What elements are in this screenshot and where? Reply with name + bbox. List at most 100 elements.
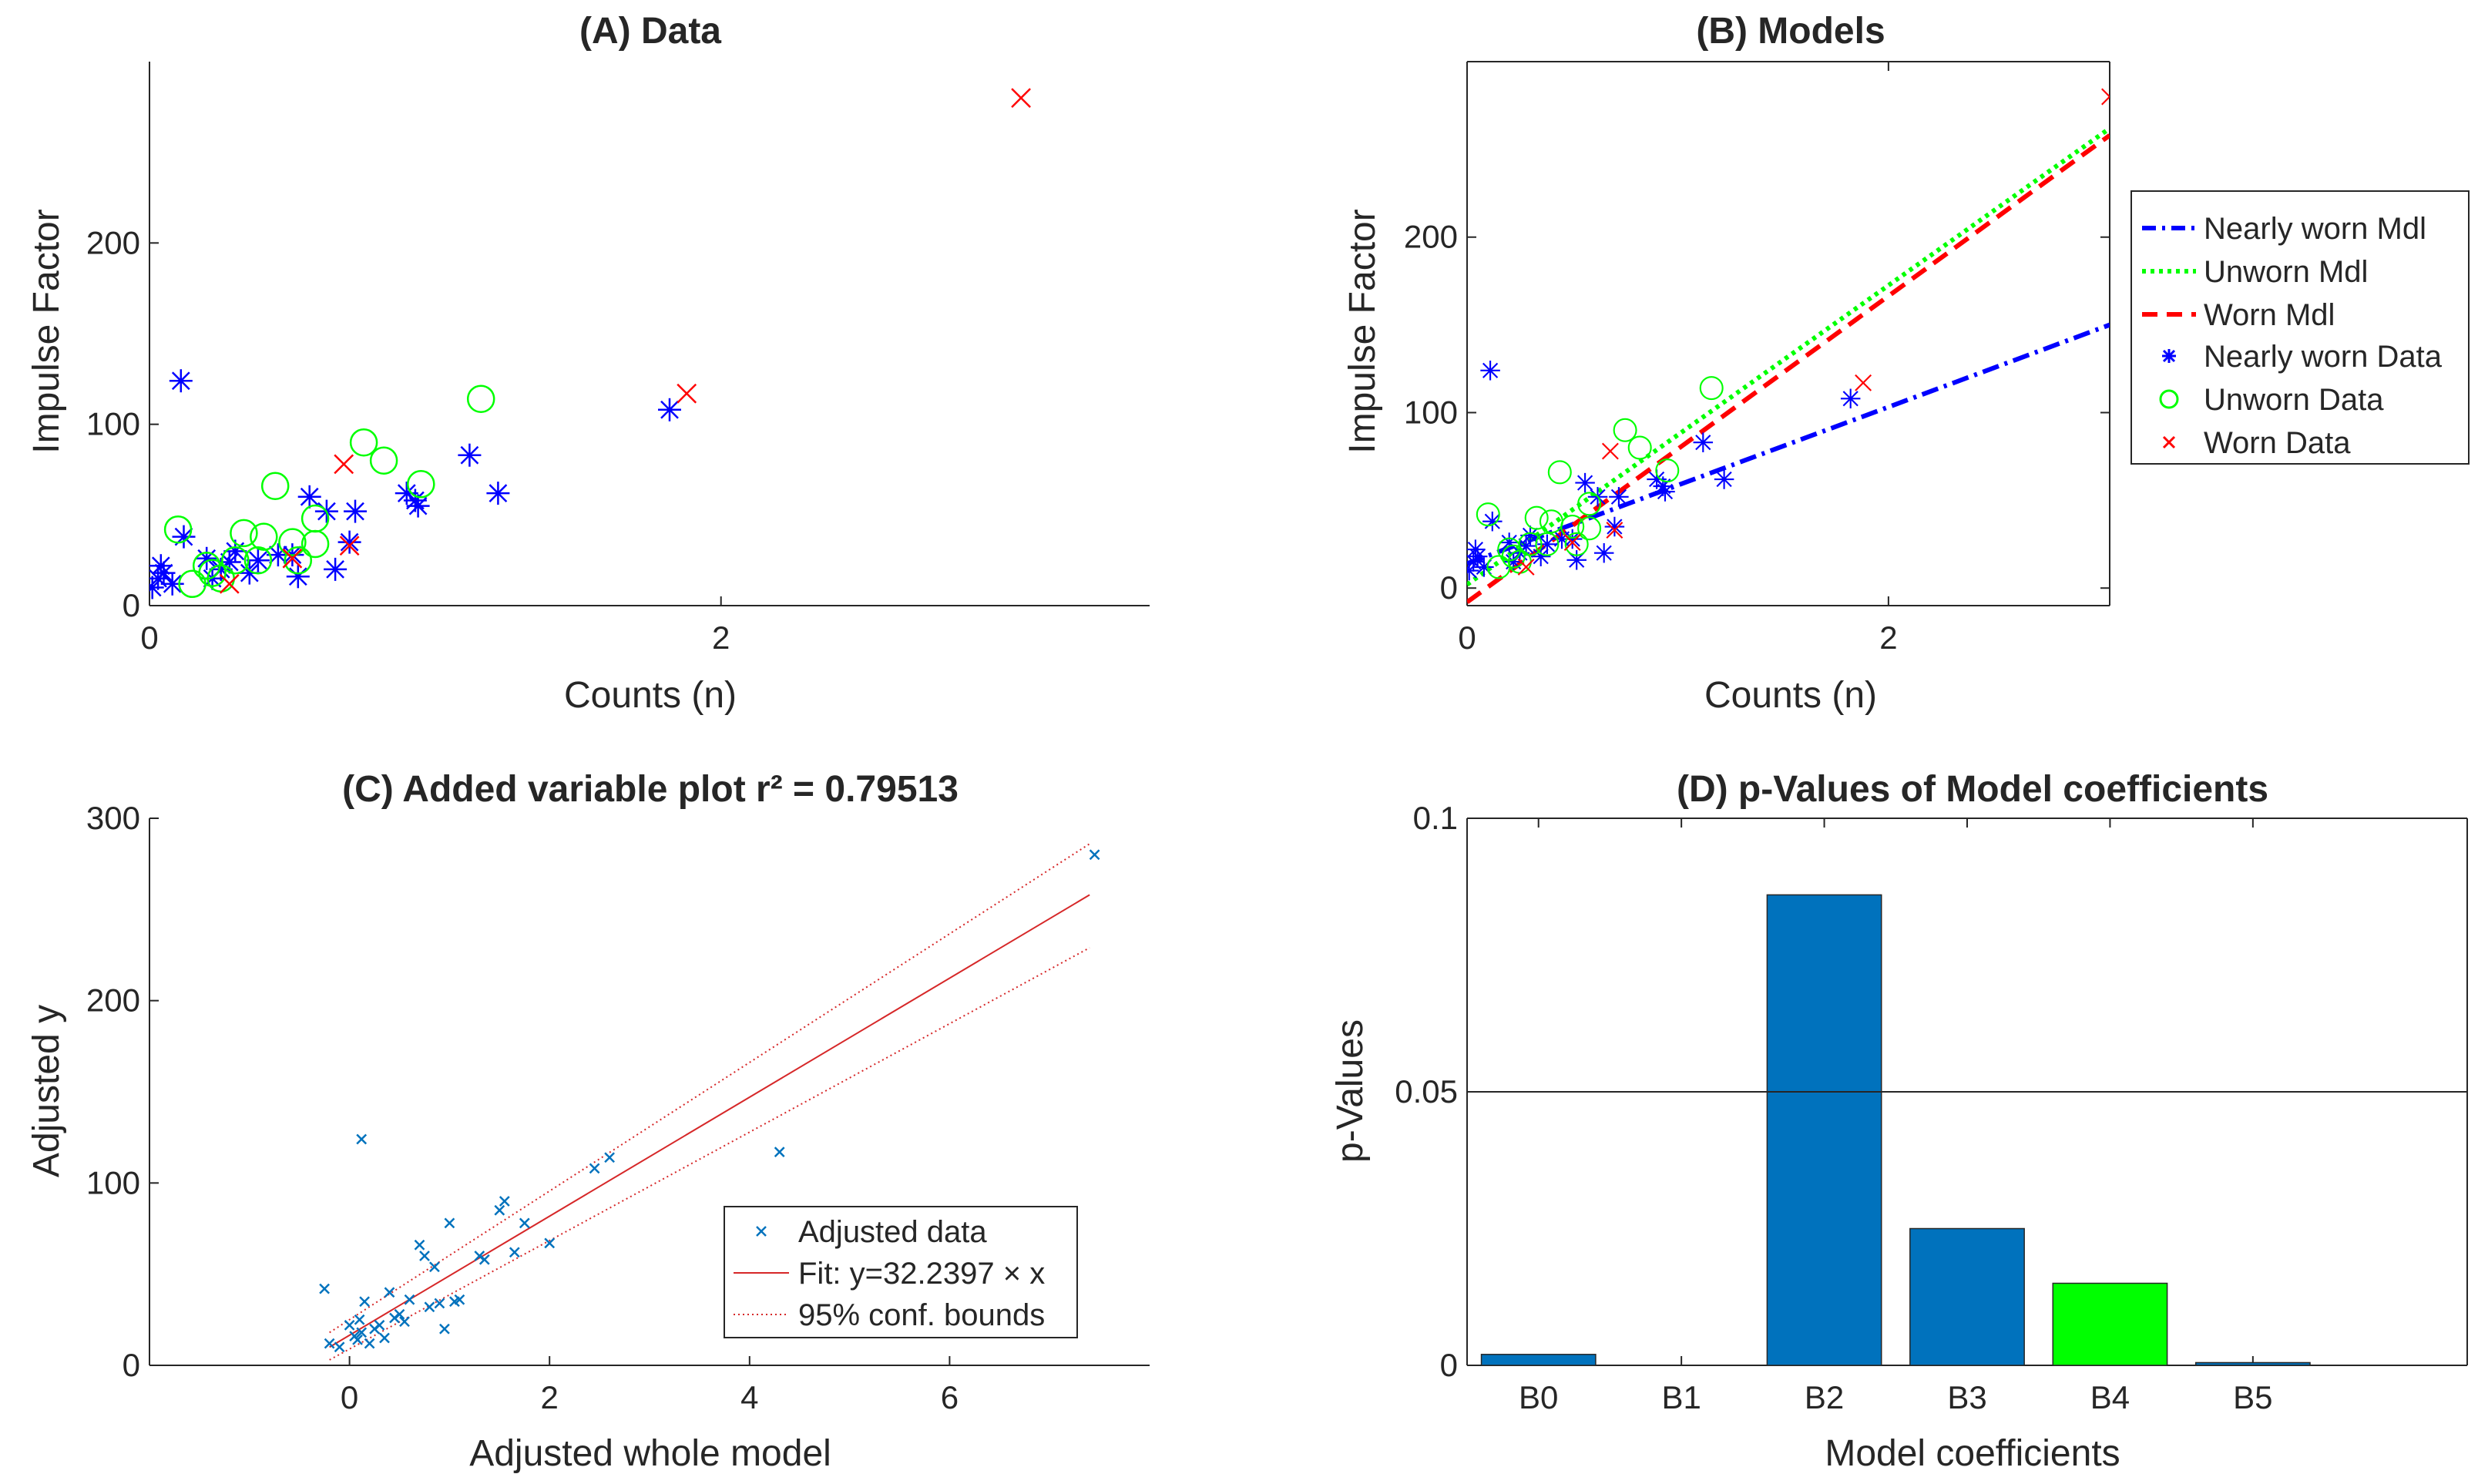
panel-a-point-marker-stroke bbox=[282, 548, 303, 569]
panel-b-point-series-1 bbox=[1655, 458, 1680, 483]
panel-a-point-series-0 bbox=[337, 530, 361, 554]
panel-a-point-marker bbox=[250, 522, 278, 551]
panel-c-point-marker bbox=[434, 1298, 445, 1309]
panel-a-point-marker bbox=[486, 482, 510, 505]
panel-c-point-marker bbox=[478, 1254, 490, 1265]
panel-a-point-marker bbox=[339, 536, 360, 556]
panel-d-bar-b3 bbox=[1909, 1227, 2025, 1366]
panel-b-point-marker-stroke bbox=[1607, 519, 1623, 535]
panel-c-legend: Adjusted data Fit: y=32.2397 × x 95% con… bbox=[724, 1206, 1078, 1338]
panel-b-point-series-0 bbox=[1714, 469, 1734, 489]
panel-c-point-marker bbox=[379, 1332, 390, 1344]
panel-c-point-marker-stroke bbox=[414, 1239, 425, 1251]
panel-c-point-marker bbox=[359, 1296, 370, 1308]
panel-b-ytick-label: 100 bbox=[1404, 394, 1458, 430]
panel-a-point-series-1 bbox=[163, 515, 193, 544]
panel-c-point-series-0 bbox=[439, 1323, 450, 1335]
panel-b-point-series-1 bbox=[1501, 544, 1526, 569]
panel-b-point-series-0 bbox=[1562, 529, 1583, 549]
panel-b-point-series-1 bbox=[1564, 532, 1589, 556]
panel-a-point-series-0 bbox=[486, 482, 510, 505]
panel-a-point-series-0 bbox=[172, 525, 196, 549]
panel-b-point-series-1 bbox=[1627, 435, 1652, 460]
panel-a-point-marker bbox=[658, 398, 681, 421]
panel-c-point-marker bbox=[352, 1335, 363, 1345]
panel-c-point-marker bbox=[356, 1327, 368, 1338]
panel-a-point-series-2 bbox=[334, 454, 354, 475]
panel-a-point-marker bbox=[221, 546, 250, 575]
panel-a-clipped-content bbox=[149, 88, 1031, 599]
panel-c-point-marker-stroke bbox=[478, 1254, 490, 1265]
panel-c-point-marker bbox=[589, 1163, 600, 1174]
panel-c-point-marker bbox=[399, 1316, 410, 1328]
panel-a-ytick-label: 200 bbox=[86, 224, 140, 260]
panel-b-point-marker bbox=[1560, 514, 1585, 539]
panel-a-plot-area: 0 100 200 0 2 bbox=[86, 62, 1150, 656]
panel-a-point-marker bbox=[284, 546, 313, 575]
panel-c-point-marker-stroke bbox=[334, 1341, 345, 1353]
panel-b-point-series-1 bbox=[1577, 516, 1602, 541]
panel-a-ytick-label: 100 bbox=[86, 406, 140, 442]
panel-b-point-series-2 bbox=[1563, 534, 1581, 551]
panel-a-point-marker bbox=[677, 383, 697, 404]
panel-c-point-series-0 bbox=[379, 1332, 390, 1344]
panel-c-point-marker bbox=[429, 1261, 440, 1273]
panel-b-model-line-unworn-mdl bbox=[1467, 126, 2110, 587]
panel-c-xtick-label: 4 bbox=[740, 1379, 758, 1415]
panel-c-point-series-0 bbox=[359, 1296, 370, 1308]
panel-c-point-marker bbox=[344, 1320, 355, 1331]
panel-a-point-series-1 bbox=[284, 546, 313, 575]
panel-c-point-marker bbox=[774, 1147, 785, 1157]
panel-c-point-marker bbox=[354, 1314, 365, 1325]
panel-a-point-marker bbox=[344, 499, 367, 523]
panel-c-ytick-label: 200 bbox=[86, 982, 140, 1019]
panel-b-point-marker bbox=[1601, 442, 1619, 460]
panel-c-point-marker-stroke bbox=[419, 1251, 430, 1261]
panel-a-point-marker-stroke bbox=[326, 560, 344, 579]
panel-c-xlabel: Adjusted whole model bbox=[469, 1433, 831, 1474]
panel-c-point-marker-stroke bbox=[519, 1217, 530, 1229]
panel-c-point-series-0 bbox=[1089, 849, 1100, 861]
panel-a-point-series-0 bbox=[658, 398, 681, 421]
panel-b-point-marker bbox=[1501, 544, 1526, 569]
panel-c-ytick-label: 100 bbox=[86, 1164, 140, 1200]
panel-a-point-marker bbox=[169, 369, 193, 393]
panel-b-point-marker bbox=[1609, 487, 1629, 507]
panel-b-point-series-1 bbox=[1560, 514, 1585, 539]
panel-b-point-series-1 bbox=[1518, 532, 1543, 556]
panel-a-point-marker-stroke bbox=[408, 496, 428, 515]
panel-b-point-marker bbox=[1699, 376, 1724, 401]
panel-c-point-marker-stroke bbox=[509, 1247, 520, 1258]
legend-swatch-worn-data bbox=[2162, 435, 2176, 449]
panel-a-point-marker bbox=[369, 446, 398, 475]
panel-a-point-marker-stroke bbox=[300, 487, 319, 506]
panel-b-point-marker bbox=[1562, 529, 1583, 549]
panel-b-point-marker-stroke bbox=[1855, 374, 1872, 391]
panel-a-point-series-1 bbox=[221, 546, 250, 575]
panel-b-point-marker-stroke bbox=[1533, 549, 1549, 565]
panel-a-point-series-1 bbox=[243, 546, 273, 575]
panel-b-point-marker-stroke bbox=[1501, 534, 1517, 551]
panel-b-point-marker bbox=[1535, 532, 1560, 556]
panel-c-point-marker-stroke bbox=[399, 1316, 410, 1328]
panel-b-point-series-0 bbox=[1655, 482, 1675, 502]
panel-d-ytick-label: 0.05 bbox=[1395, 1073, 1458, 1110]
panel-c-xtick-label: 6 bbox=[941, 1379, 959, 1415]
panel-a-point-series-1 bbox=[466, 384, 495, 413]
panel-b-point-series-1 bbox=[1699, 376, 1724, 401]
panel-d-ytick-label: 0 bbox=[1440, 1347, 1458, 1383]
legend-swatch-adjusted-data bbox=[756, 1226, 767, 1237]
legend-label-unworn-mdl: Unworn Mdl bbox=[2204, 255, 2368, 289]
panel-b-point-marker-stroke bbox=[1601, 442, 1619, 460]
panel-b-xlabel: Counts (n) bbox=[1704, 675, 1877, 716]
panel-c-point-series-0 bbox=[604, 1152, 615, 1163]
panel-a-point-marker bbox=[407, 470, 435, 499]
panel-a-point-marker bbox=[198, 559, 227, 587]
panel-b-point-series-0 bbox=[1537, 534, 1557, 555]
legend-label-nearly-worn-mdl: Nearly worn Mdl bbox=[2204, 212, 2426, 246]
panel-a-point-marker-stroke bbox=[288, 567, 307, 586]
panel-b-point-series-1 bbox=[1613, 418, 1637, 442]
panel-c-point-marker bbox=[364, 1338, 375, 1349]
panel-c-point-marker bbox=[1089, 849, 1100, 861]
panel-c-xtick-label: 2 bbox=[541, 1379, 559, 1415]
